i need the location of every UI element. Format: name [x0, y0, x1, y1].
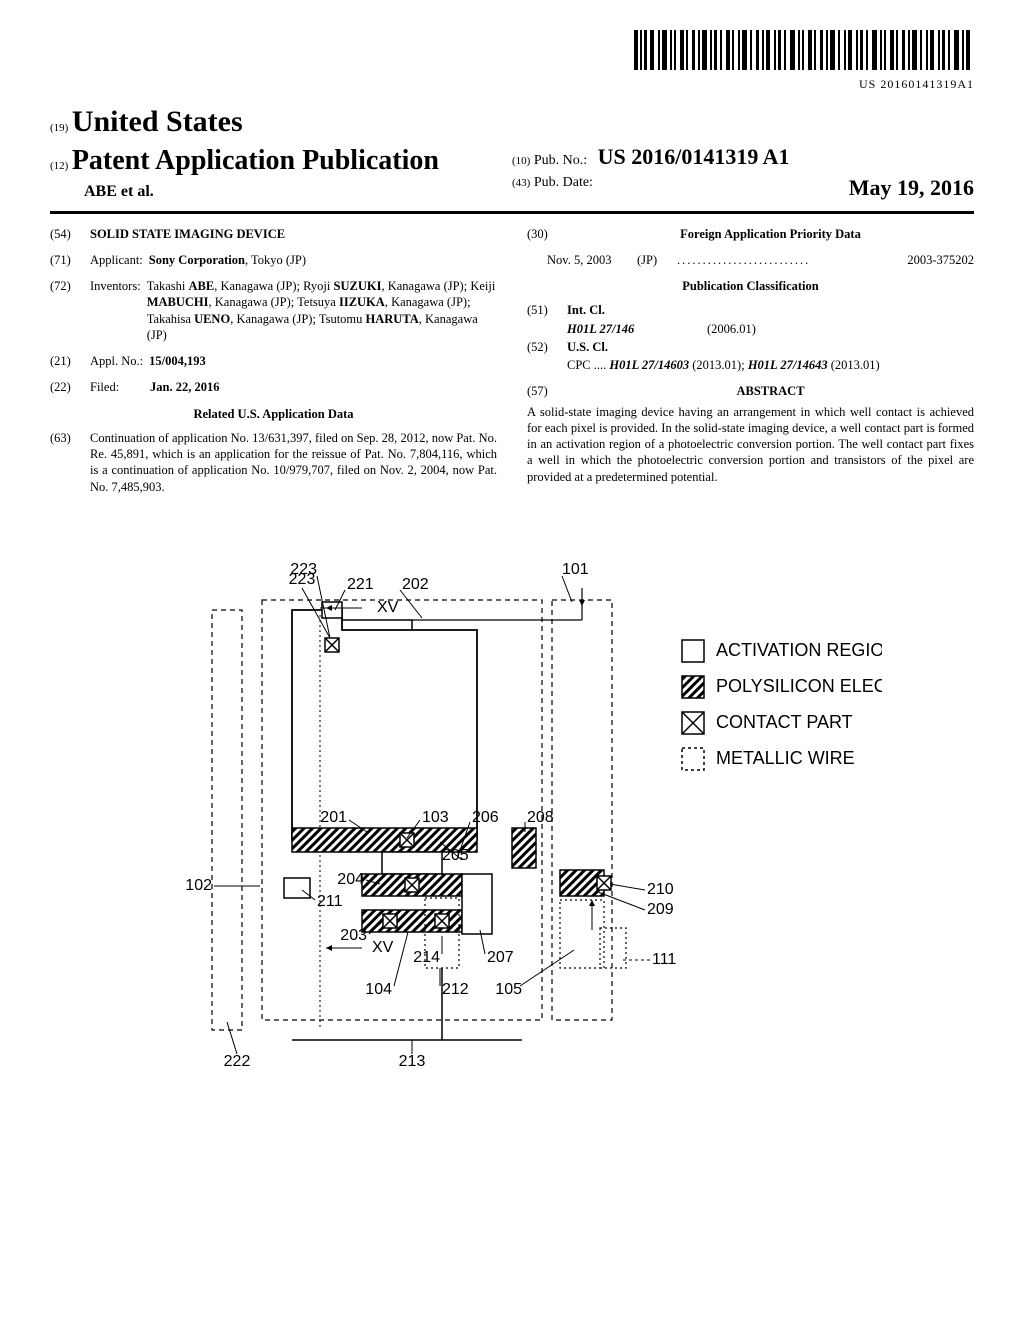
biblio-left: (54) SOLID STATE IMAGING DEVICE (71) App…: [50, 226, 497, 505]
filed: Jan. 22, 2016: [150, 379, 219, 395]
svg-text:207: 207: [487, 949, 514, 966]
svg-text:223: 223: [290, 561, 317, 578]
country-code: (19): [50, 122, 68, 134]
intcl-date: (2006.01): [707, 321, 756, 337]
foreign-num: 2003-375202: [907, 252, 974, 268]
related-head: Related U.S. Application Data: [50, 406, 497, 422]
pubno-code: (10): [512, 155, 530, 167]
title: SOLID STATE IMAGING DEVICE: [90, 226, 285, 242]
svg-text:ACTIVATION REGION: ACTIVATION REGION: [716, 640, 882, 660]
barcode-text: US 20160141319A1: [50, 77, 974, 93]
applno-label: Appl. No.:: [90, 353, 143, 369]
cpc-label: CPC: [567, 358, 591, 372]
title-code: (54): [50, 226, 90, 242]
svg-text:204: 204: [337, 871, 364, 888]
svg-text:CONTACT PART: CONTACT PART: [716, 712, 853, 732]
inventors-code: (72): [50, 278, 90, 343]
abstract-head: ABSTRACT: [567, 383, 974, 399]
svg-text:101: 101: [562, 561, 589, 578]
pubdate: May 19, 2016: [849, 174, 974, 203]
svg-text:105: 105: [495, 981, 522, 998]
intcl-label: Int. Cl.: [567, 302, 605, 318]
pubdate-code: (43): [512, 177, 530, 189]
svg-text:203: 203: [340, 927, 367, 944]
svg-text:210: 210: [647, 881, 674, 898]
svg-text:XV: XV: [372, 939, 394, 956]
svg-text:205: 205: [442, 847, 469, 864]
related-body: Continuation of application No. 13/631,3…: [90, 430, 497, 495]
svg-text:111: 111: [652, 951, 676, 968]
svg-text:102: 102: [185, 877, 212, 894]
filed-code: (22): [50, 379, 90, 395]
applicant-name: Sony Corporation: [149, 253, 245, 267]
header-authors: ABE et al.: [84, 183, 154, 200]
inventors-label: Inventors:: [90, 278, 141, 343]
intcl-code: (51): [527, 302, 567, 318]
svg-text:202: 202: [402, 576, 429, 593]
pubno: US 2016/0141319 A1: [598, 144, 790, 169]
foreign-code: (30): [527, 226, 567, 242]
svg-text:214: 214: [413, 949, 440, 966]
foreign-head: Foreign Application Priority Data: [567, 226, 974, 242]
abstract-code: (57): [527, 383, 567, 399]
biblio: (54) SOLID STATE IMAGING DEVICE (71) App…: [50, 226, 974, 505]
inventors: Takashi ABE, Kanagawa (JP); Ryoji SUZUKI…: [147, 278, 497, 343]
svg-text:212: 212: [442, 981, 469, 998]
foreign-date: Nov. 5, 2003: [547, 252, 637, 268]
country: United States: [72, 105, 243, 138]
filed-label: Filed:: [90, 379, 150, 395]
foreign-country: (JP): [637, 252, 677, 268]
uscl-label: U.S. Cl.: [567, 339, 608, 355]
svg-text:209: 209: [647, 901, 674, 918]
rule-thick: [50, 211, 974, 214]
svg-text:METALLIC WIRE: METALLIC WIRE: [716, 748, 855, 768]
svg-text:104: 104: [365, 981, 392, 998]
doc-type: Patent Application Publication: [72, 145, 439, 176]
class-head: Publication Classification: [527, 278, 974, 294]
header: (19) United States (12) Patent Applicati…: [50, 102, 974, 202]
svg-text:208: 208: [527, 809, 554, 826]
applicant-code: (71): [50, 252, 90, 268]
cpc-body: H01L 27/14603 (2013.01); H01L 27/14643 (…: [609, 358, 879, 372]
pubno-label: Pub. No.:: [534, 153, 587, 168]
svg-text:XV: XV: [377, 599, 399, 616]
figure: XVXV223223221202101201103206208205204211…: [50, 530, 974, 1090]
cpc-dots: ....: [594, 358, 610, 372]
applno: 15/004,193: [149, 353, 206, 369]
biblio-right: (30) Foreign Application Priority Data N…: [527, 226, 974, 505]
intcl-sym: H01L 27/146: [567, 321, 707, 337]
related-code: (63): [50, 430, 90, 495]
svg-text:211: 211: [317, 893, 343, 910]
barcode: [50, 30, 974, 75]
svg-text:213: 213: [399, 1053, 426, 1070]
abstract-body: A solid-state imaging device having an a…: [527, 404, 974, 485]
svg-text:221: 221: [347, 576, 374, 593]
foreign-dots: ..........................: [677, 252, 810, 268]
svg-text:103: 103: [422, 809, 449, 826]
applicant-label: Applicant:: [90, 252, 143, 268]
svg-text:201: 201: [320, 809, 347, 826]
applicant-loc: , Tokyo (JP): [245, 253, 306, 267]
svg-text:222: 222: [224, 1053, 251, 1070]
barcode-block: US 20160141319A1: [50, 30, 974, 92]
uscl-code: (52): [527, 339, 567, 355]
doc-type-code: (12): [50, 160, 68, 172]
pubdate-label: Pub. Date:: [534, 175, 593, 190]
svg-text:206: 206: [472, 809, 499, 826]
svg-text:POLYSILICON ELECTRODE: POLYSILICON ELECTRODE: [716, 676, 882, 696]
applno-code: (21): [50, 353, 90, 369]
